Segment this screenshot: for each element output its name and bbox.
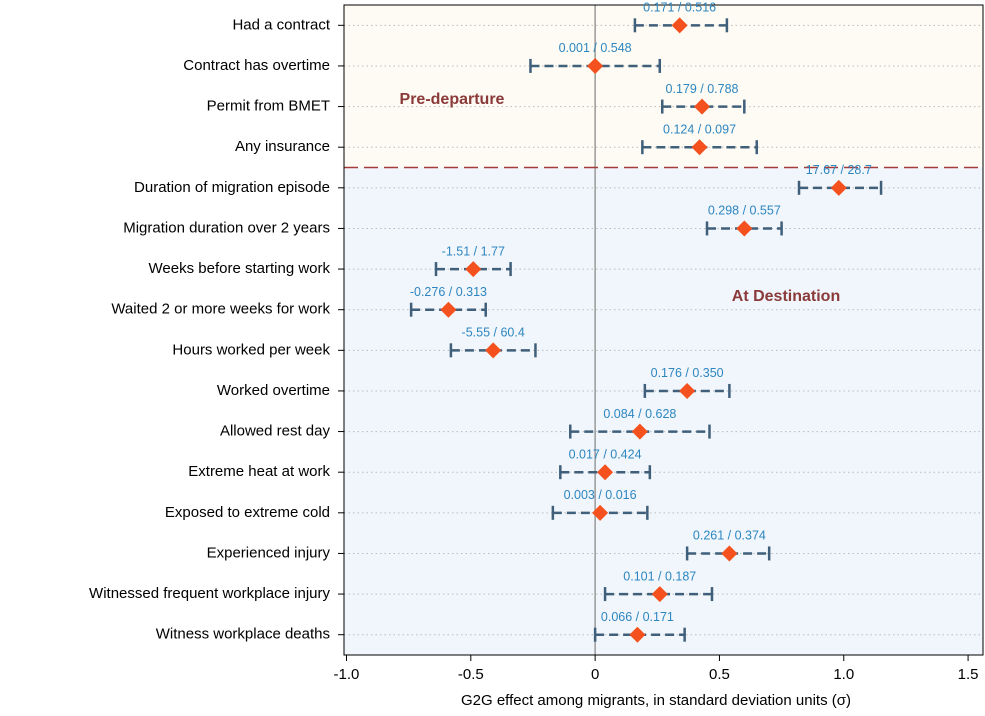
y-tick-label: Witness workplace deaths bbox=[156, 626, 330, 643]
estimate-marker bbox=[721, 545, 738, 562]
estimate-marker bbox=[691, 139, 708, 156]
x-tick-label: 0.5 bbox=[709, 666, 730, 683]
estimate-annotation: 0.179 / 0.788 bbox=[666, 82, 739, 96]
estimate-marker bbox=[587, 57, 604, 74]
x-tick-label: -1.0 bbox=[334, 666, 360, 683]
estimate-marker bbox=[679, 382, 696, 399]
x-axis-label: G2G effect among migrants, in standard d… bbox=[461, 692, 851, 709]
y-tick-label: Had a contract bbox=[232, 16, 330, 33]
estimate-annotation: 17.67 / 28.7 bbox=[806, 163, 872, 177]
y-tick-label: Permit from BMET bbox=[207, 98, 330, 115]
estimate-marker bbox=[631, 423, 648, 440]
group-label: Pre-departure bbox=[400, 91, 505, 108]
estimate-annotation: 0.124 / 0.097 bbox=[663, 122, 736, 136]
y-tick-label: Extreme heat at work bbox=[188, 463, 330, 480]
estimate-annotation: -1.51 / 1.77 bbox=[442, 244, 505, 258]
estimate-annotation: 0.003 / 0.016 bbox=[564, 488, 637, 502]
estimate-annotation: 0.066 / 0.171 bbox=[601, 610, 674, 624]
y-tick-label: Witnessed frequent workplace injury bbox=[89, 585, 330, 602]
estimate-annotation: 0.176 / 0.350 bbox=[651, 366, 724, 380]
plot-frame bbox=[343, 4, 984, 656]
group-background bbox=[344, 5, 983, 168]
estimate-marker bbox=[694, 98, 711, 115]
estimate-annotation: 0.084 / 0.628 bbox=[603, 407, 676, 421]
x-tick-label: 1.0 bbox=[833, 666, 854, 683]
estimate-annotation: -5.55 / 60.4 bbox=[462, 326, 525, 340]
estimate-annotation: 0.171 / 0.516 bbox=[643, 1, 716, 15]
x-tick-label: 0 bbox=[591, 666, 599, 683]
y-tick-label: Worked overtime bbox=[217, 382, 330, 399]
y-tick-label: Weeks before starting work bbox=[149, 260, 331, 277]
estimate-annotation: 0.298 / 0.557 bbox=[708, 204, 781, 218]
y-tick-label: Any insurance bbox=[235, 138, 330, 155]
estimate-marker bbox=[651, 586, 668, 603]
group-background bbox=[344, 167, 983, 655]
estimate-marker bbox=[485, 342, 502, 359]
estimate-marker bbox=[465, 261, 482, 278]
y-tick-label: Migration duration over 2 years bbox=[123, 219, 330, 236]
x-tick-label: 1.5 bbox=[958, 666, 979, 683]
y-tick-label: Experienced injury bbox=[207, 544, 331, 561]
estimate-marker bbox=[440, 301, 457, 318]
y-tick-label: Waited 2 or more weeks for work bbox=[111, 301, 330, 318]
y-tick-label: Hours worked per week bbox=[172, 341, 330, 358]
estimate-annotation: 0.001 / 0.548 bbox=[559, 41, 632, 55]
y-tick-label: Allowed rest day bbox=[220, 423, 331, 440]
estimate-marker bbox=[736, 220, 753, 237]
estimate-marker bbox=[597, 464, 614, 481]
y-tick-label: Contract has overtime bbox=[183, 57, 330, 74]
estimate-marker bbox=[671, 17, 688, 34]
estimate-marker bbox=[830, 179, 847, 196]
estimate-annotation: 0.017 / 0.424 bbox=[569, 447, 642, 461]
y-tick-label: Duration of migration episode bbox=[134, 179, 330, 196]
x-tick-label: -0.5 bbox=[458, 666, 484, 683]
group-label: At Destination bbox=[732, 288, 840, 305]
y-tick-label: Exposed to extreme cold bbox=[165, 504, 330, 521]
estimate-annotation: 0.101 / 0.187 bbox=[623, 569, 696, 583]
estimate-marker bbox=[629, 626, 646, 643]
estimate-annotation: -0.276 / 0.313 bbox=[410, 285, 487, 299]
estimate-marker bbox=[592, 504, 609, 521]
estimate-annotation: 0.261 / 0.374 bbox=[693, 529, 766, 543]
